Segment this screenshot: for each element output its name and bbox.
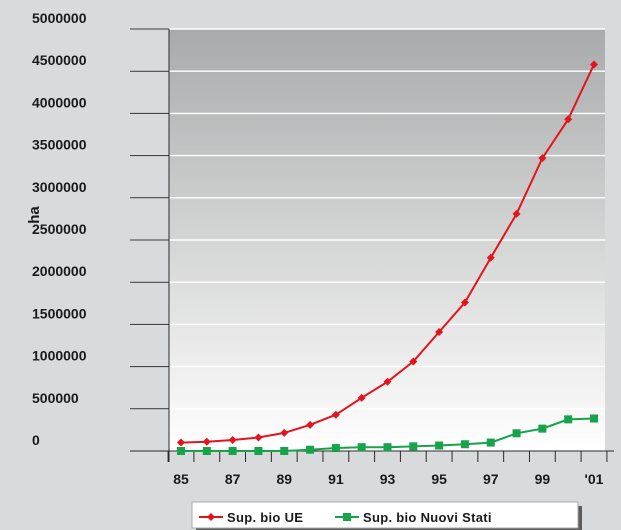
data-point — [177, 447, 185, 455]
legend-label-nuovi: Sup. bio Nuovi Stati — [363, 510, 492, 525]
y-tick-label: 500000 — [32, 390, 79, 406]
data-point — [383, 443, 392, 452]
data-point — [590, 60, 598, 69]
x-tick-label: '01 — [585, 471, 604, 487]
data-point — [383, 377, 392, 386]
y-tick-label: 3000000 — [32, 179, 87, 195]
x-tick-label: 89 — [276, 471, 292, 487]
y-tick-label: 4000000 — [32, 94, 87, 110]
legend: Sup. bio UE Sup. bio Nuovi Stati — [191, 501, 582, 530]
x-tick-label: 87 — [225, 471, 241, 487]
data-point — [331, 444, 340, 453]
data-point — [486, 438, 495, 447]
data-point — [435, 327, 444, 336]
legend-marker-ue — [207, 513, 215, 521]
data-point — [512, 209, 521, 218]
y-tick-label: 1000000 — [32, 348, 87, 364]
data-point — [409, 442, 418, 451]
data-point — [357, 393, 366, 402]
data-point — [409, 357, 418, 366]
data-point — [202, 437, 211, 446]
y-tick-label: 1500000 — [32, 305, 87, 321]
data-point — [564, 415, 573, 424]
legend-marker-nuovi — [343, 513, 351, 521]
x-tick-label: 85 — [173, 471, 189, 487]
gridlines — [130, 28, 605, 410]
y-tick-label: 2500000 — [32, 221, 87, 237]
data-point — [228, 436, 237, 445]
x-tick-label: 97 — [483, 471, 499, 487]
data-point — [228, 447, 237, 455]
data-point — [538, 154, 547, 163]
x-axis: 85 87 89 91 93 95 97 99 '01 — [160, 450, 614, 487]
data-point — [280, 447, 289, 455]
y-tick-label: 3500000 — [32, 137, 87, 153]
data-point — [280, 428, 289, 437]
legend-label-ue: Sup. bio UE — [227, 510, 303, 525]
data-point — [202, 447, 211, 455]
data-point — [331, 410, 340, 419]
data-point — [590, 414, 598, 423]
data-point — [254, 447, 263, 455]
data-point — [177, 438, 185, 447]
data-point — [306, 420, 315, 429]
x-tick-label: 93 — [380, 471, 396, 487]
x-tick-label: 99 — [535, 471, 551, 487]
data-point — [254, 433, 263, 442]
data-point — [486, 253, 495, 262]
data-point — [460, 298, 469, 307]
y-tick-label: 5000000 — [32, 10, 87, 26]
y-axis-label: ha — [26, 206, 43, 224]
x-tick-label: 95 — [431, 471, 447, 487]
legend-box — [191, 501, 579, 529]
data-point — [512, 429, 521, 438]
data-point — [435, 441, 444, 450]
data-point — [357, 443, 366, 452]
y-tick-label: 4500000 — [32, 52, 87, 68]
data-point — [460, 440, 469, 449]
data-point — [538, 424, 547, 433]
x-tick-label: 91 — [328, 471, 344, 487]
y-tick-label: 0 — [32, 432, 40, 448]
series-layer — [177, 60, 598, 455]
y-axis: 0 500000 1000000 1500000 2000000 2500000 30000… — [32, 10, 170, 462]
data-point — [306, 445, 315, 454]
data-point — [564, 115, 573, 124]
y-tick-label: 2000000 — [32, 263, 87, 279]
